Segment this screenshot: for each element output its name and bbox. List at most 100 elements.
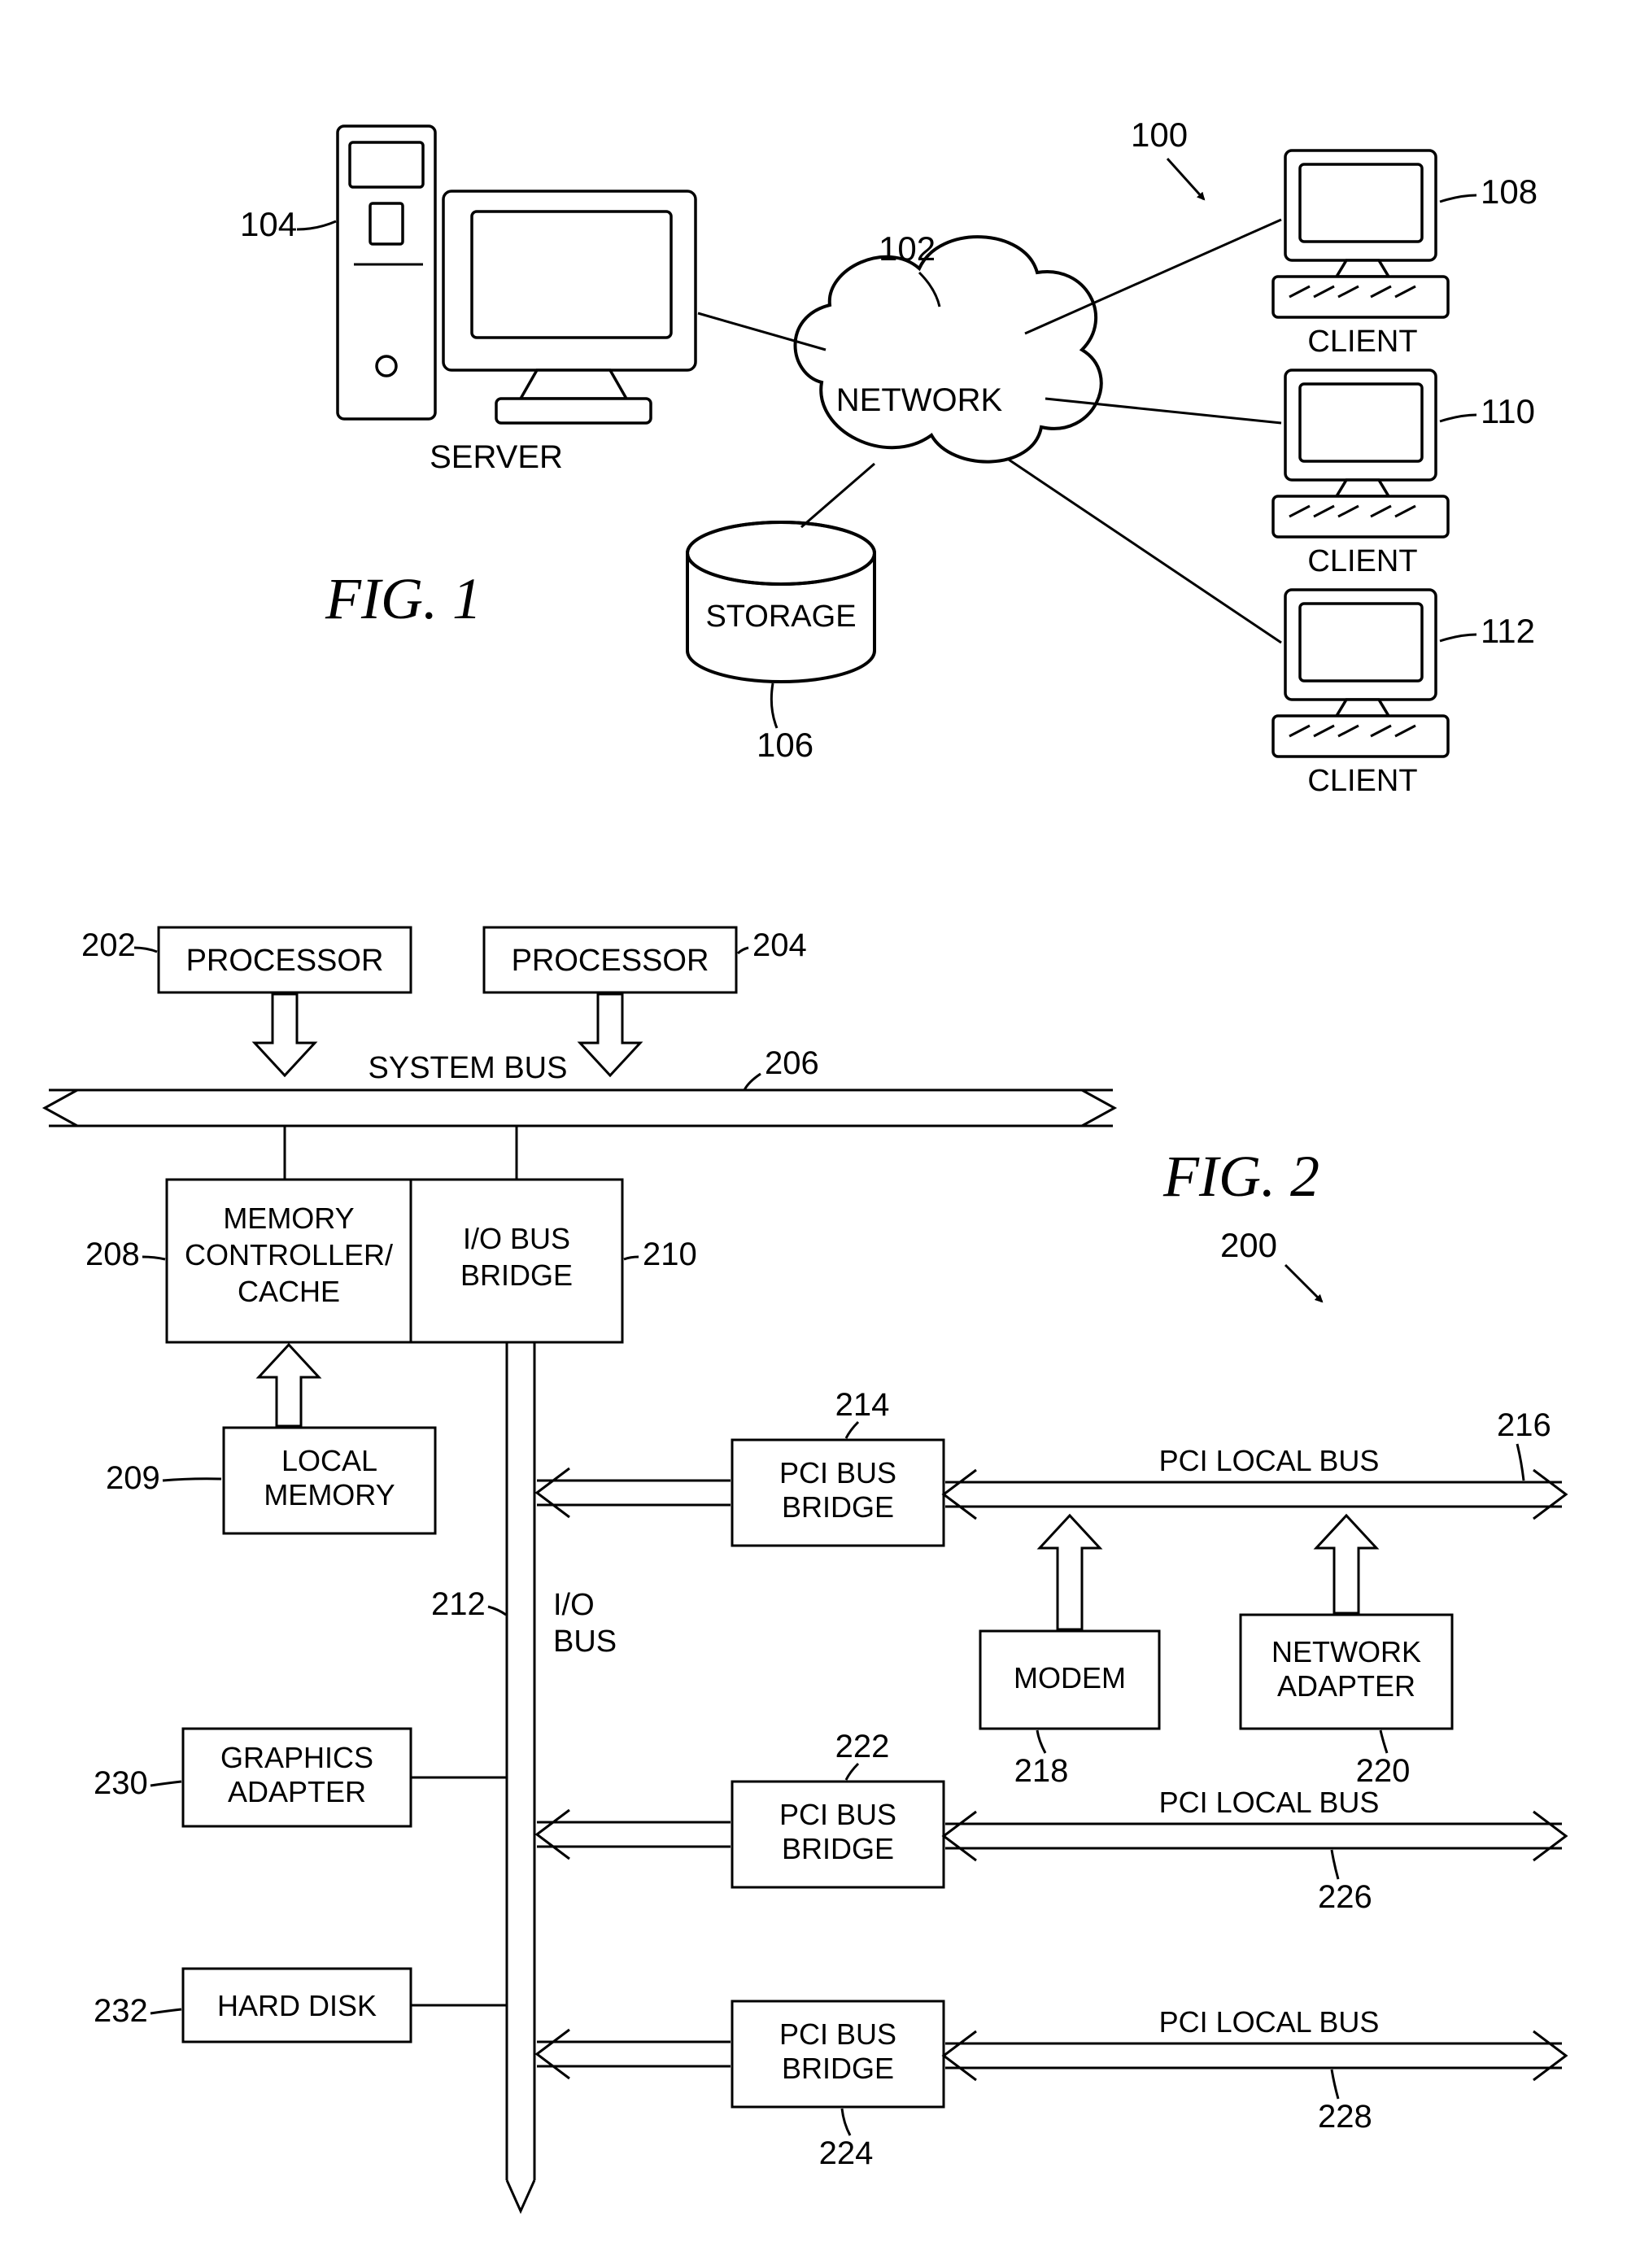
ref-100-arrow [1167,159,1204,199]
ref-108: 108 [1481,172,1538,211]
mem-controller-l3: CACHE [238,1275,340,1308]
pci-bridge-3-l1: PCI BUS [779,2017,896,2051]
system-bus [45,1090,1114,1126]
ref-112-leader [1440,635,1476,641]
ref-232: 232 [94,1993,148,2029]
iobus-to-pcib2 [537,1810,731,1859]
network-adapter-l2: ADAPTER [1277,1669,1415,1703]
ref-208-leader [142,1257,165,1259]
network-adapter-l1: NETWORK [1271,1635,1421,1668]
ref-212: 212 [431,1586,486,1622]
ref-216-leader [1517,1444,1524,1481]
ref-230-leader [150,1782,181,1786]
pci-local-bus-3-label: PCI LOCAL BUS [1159,2005,1380,2039]
network-label: NETWORK [836,382,1003,418]
pci-bridge-2-l1: PCI BUS [779,1798,896,1831]
pci-local-bus-3 [944,2031,1566,2080]
ref-224-leader [842,2109,850,2135]
mem-controller-l1: MEMORY [223,1202,354,1235]
io-bridge-l1: I/O BUS [463,1222,570,1255]
graphics-adapter-l2: ADAPTER [228,1775,366,1808]
pci-bridge-3-l2: BRIDGE [782,2052,894,2085]
ref-214-leader [846,1422,858,1438]
iobus-to-pcib3 [537,2030,731,2078]
ref-104-leader [297,221,336,229]
modem-up-arrow [1040,1516,1100,1629]
ref-220: 220 [1356,1753,1411,1789]
storage-label: STORAGE [705,600,856,634]
proc2-bus-arrow [580,994,640,1075]
io-bridge-l2: BRIDGE [460,1258,573,1292]
client-3 [1273,590,1448,757]
client-2 [1273,370,1448,537]
ref-112: 112 [1481,612,1535,650]
pci-local-bus-1-label: PCI LOCAL BUS [1159,1444,1380,1477]
local-memory-l1: LOCAL [281,1444,377,1477]
ref-200: 200 [1220,1226,1277,1264]
ref-102: 102 [879,229,936,268]
fig2-title: FIG. 2 [1162,1144,1319,1209]
ref-209: 209 [106,1460,160,1496]
ref-224: 224 [819,2135,874,2171]
local-memory-l2: MEMORY [264,1478,395,1511]
pci-local-bus-2-label: PCI LOCAL BUS [1159,1786,1380,1819]
ref-110-leader [1440,415,1476,421]
ref-222-leader [846,1764,858,1780]
ref-202: 202 [81,927,136,963]
server-label: SERVER [430,439,563,475]
ref-104: 104 [240,205,297,243]
ref-100: 100 [1131,116,1188,154]
iobus-to-pcib1 [537,1468,731,1517]
ref-216: 216 [1497,1407,1551,1443]
ref-212-leader [488,1607,506,1615]
graphics-adapter-l1: GRAPHICS [220,1741,373,1774]
io-bus [507,1342,534,2211]
proc1-bus-arrow [255,994,315,1075]
ref-230: 230 [94,1765,148,1801]
conn-storage-network [801,464,875,527]
client-3-label: CLIENT [1307,764,1417,798]
locmem-arrow [259,1345,319,1426]
ref-209-leader [163,1479,221,1481]
server-icon [338,126,696,423]
ref-222: 222 [835,1729,890,1764]
pci-bridge-1-l1: PCI BUS [779,1456,896,1489]
conn-net-c1 [1025,220,1281,334]
ref-204-leader [738,948,748,953]
io-bus-l2: BUS [553,1625,617,1659]
client-1-label: CLIENT [1307,325,1417,359]
modem-label: MODEM [1014,1661,1126,1694]
ref-226: 226 [1318,1879,1372,1915]
ref-210-leader [624,1257,639,1259]
ref-110: 110 [1481,392,1535,430]
ref-220-leader [1380,1730,1387,1753]
fig1-title: FIG. 1 [325,566,482,631]
ref-206: 206 [765,1045,819,1081]
processor-2-label: PROCESSOR [512,944,709,978]
mem-controller-l2: CONTROLLER/ [185,1238,393,1271]
ref-206-leader [744,1074,761,1090]
ref-202-leader [134,948,157,952]
conn-net-c3 [1009,460,1281,643]
ref-208: 208 [85,1236,140,1272]
ref-228-leader [1332,2070,1338,2099]
ref-218: 218 [1014,1753,1069,1789]
ref-200-arrow [1285,1265,1322,1302]
pci-local-bus-1 [944,1470,1566,1519]
pci-local-bus-2 [944,1812,1566,1860]
ref-210: 210 [643,1236,697,1272]
system-bus-label: SYSTEM BUS [369,1051,568,1085]
netadp-up-arrow [1316,1516,1376,1613]
client-2-label: CLIENT [1307,544,1417,578]
ref-204: 204 [752,927,807,963]
processor-1-label: PROCESSOR [186,944,384,978]
network-cloud [796,237,1101,461]
io-bus-l1: I/O [553,1588,595,1622]
ref-108-leader [1440,195,1476,202]
ref-226-leader [1332,1850,1338,1879]
ref-214: 214 [835,1387,890,1423]
hard-disk-label: HARD DISK [217,1989,377,2022]
ref-106-leader [771,683,777,728]
ref-228: 228 [1318,2099,1372,2135]
pci-bridge-1-l2: BRIDGE [782,1490,894,1524]
